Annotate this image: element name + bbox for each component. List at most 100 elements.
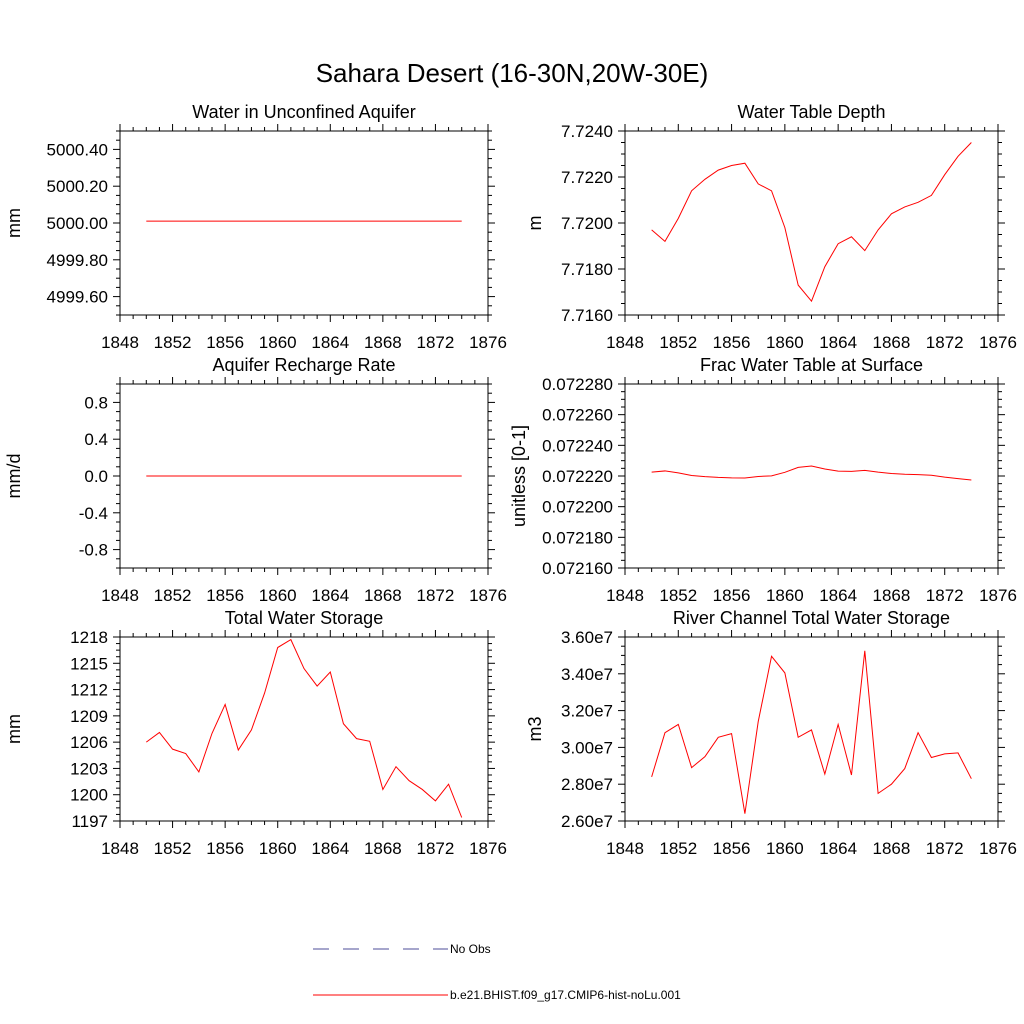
x-tick-label: 1872 (926, 586, 964, 605)
y-tick-label: 7.7200 (561, 214, 613, 233)
panel-title: Total Water Storage (225, 608, 383, 628)
y-tick-label: 1212 (70, 681, 108, 700)
y-axis-label: mm (4, 714, 24, 744)
y-tick-label: 1200 (70, 786, 108, 805)
x-tick-label: 1852 (659, 586, 697, 605)
x-tick-label: 1852 (154, 586, 192, 605)
x-tick-label: 1864 (311, 586, 349, 605)
y-tick-label: 3.60e7 (561, 628, 613, 647)
y-tick-label: 7.7220 (561, 168, 613, 187)
panel-5: Total Water Storage 1848 1852 1856 1860 1864 1… (4, 608, 507, 858)
x-tick-label: 1876 (469, 333, 507, 352)
x-tick-label: 1868 (364, 839, 402, 858)
x-tick-label: 1848 (606, 333, 644, 352)
plot-frame (119, 636, 489, 822)
y-axis-label: unitless [0-1] (509, 425, 529, 527)
x-tick-label: 1872 (417, 586, 455, 605)
panel-4: Frac Water Table at Surface 1848 1852 1856 1… (509, 355, 1017, 605)
x-tick-label: 1852 (659, 333, 697, 352)
x-tick-label: 1868 (364, 333, 402, 352)
y-tick-label: 0.0 (84, 467, 108, 486)
y-tick-label: 5000.20 (47, 177, 108, 196)
panel-title: Aquifer Recharge Rate (212, 355, 395, 375)
series-line (651, 142, 972, 303)
x-tick-label: 1852 (659, 839, 697, 858)
y-tick-label: 3.00e7 (561, 738, 613, 757)
y-tick-label: 1203 (70, 759, 108, 778)
plot-frame (624, 636, 999, 822)
x-tick-label: 1856 (713, 333, 751, 352)
x-tick-label: 1860 (259, 586, 297, 605)
x-tick-label: 1876 (979, 586, 1017, 605)
x-tick-label: 1868 (364, 586, 402, 605)
x-tick-label: 1872 (926, 333, 964, 352)
x-tick-label: 1856 (206, 333, 244, 352)
y-axis-label: m3 (525, 716, 545, 741)
y-tick-label: 5000.00 (47, 214, 108, 233)
y-tick-label: 0.4 (84, 430, 108, 449)
x-tick-label: 1864 (819, 586, 857, 605)
series-line (145, 638, 463, 818)
x-tick-label: 1860 (766, 839, 804, 858)
x-tick-label: 1848 (101, 839, 139, 858)
x-tick-label: 1868 (873, 333, 911, 352)
x-tick-label: 1868 (873, 839, 911, 858)
y-tick-label: 1206 (70, 733, 108, 752)
x-tick-label: 1848 (606, 839, 644, 858)
x-tick-label: 1864 (311, 333, 349, 352)
x-tick-label: 1872 (417, 839, 455, 858)
plot-frame (624, 130, 999, 316)
x-tick-label: 1848 (101, 586, 139, 605)
x-tick-label: 1876 (469, 586, 507, 605)
y-tick-label: 0.072260 (542, 406, 613, 425)
x-tick-label: 1852 (154, 333, 192, 352)
x-tick-label: 1848 (101, 333, 139, 352)
figure-title: Sahara Desert (16-30N,20W-30E) (316, 58, 709, 88)
x-tick-label: 1872 (926, 839, 964, 858)
series-line (651, 465, 972, 481)
y-tick-label: 3.40e7 (561, 665, 613, 684)
panel-2: Water Table Depth 1848 1852 1856 1860 1864 186… (525, 102, 1017, 352)
x-tick-label: 1860 (259, 333, 297, 352)
y-tick-label: 1218 (70, 628, 108, 647)
x-tick-label: 1856 (713, 586, 751, 605)
x-tick-label: 1876 (979, 333, 1017, 352)
y-axis-label: mm/d (4, 454, 24, 499)
x-tick-label: 1864 (819, 839, 857, 858)
y-tick-label: 0.072160 (542, 559, 613, 578)
x-tick-label: 1856 (713, 839, 751, 858)
y-tick-label: 3.20e7 (561, 702, 613, 721)
y-tick-label: 0.072220 (542, 467, 613, 486)
x-tick-label: 1868 (873, 586, 911, 605)
y-axis-label: mm (4, 208, 24, 238)
y-tick-label: 2.80e7 (561, 775, 613, 794)
y-tick-label: 1209 (70, 707, 108, 726)
panel-3: Aquifer Recharge Rate 1848 1852 1856 1860 186… (4, 355, 507, 605)
y-tick-label: 0.072180 (542, 528, 613, 547)
panels: Water in Unconfined Aquifer 1848 1852 1856 1… (4, 102, 1017, 858)
y-tick-label: 7.7240 (561, 122, 613, 141)
panel-title: Water in Unconfined Aquifer (192, 102, 415, 122)
x-tick-label: 1852 (154, 839, 192, 858)
x-tick-label: 1860 (259, 839, 297, 858)
y-axis-label: m (525, 216, 545, 231)
y-tick-label: 0.072280 (542, 375, 613, 394)
x-tick-label: 1856 (206, 839, 244, 858)
y-tick-label: 0.072240 (542, 436, 613, 455)
x-tick-label: 1876 (979, 839, 1017, 858)
y-tick-label: 0.072200 (542, 498, 613, 517)
series-line (651, 650, 972, 814)
x-tick-label: 1860 (766, 586, 804, 605)
y-tick-label: 5000.40 (47, 140, 108, 159)
x-tick-label: 1848 (606, 586, 644, 605)
x-tick-label: 1864 (819, 333, 857, 352)
y-tick-label: -0.8 (79, 541, 108, 560)
plot-frame (624, 383, 999, 569)
panel-title: River Channel Total Water Storage (673, 608, 950, 628)
legend-label: b.e21.BHIST.f09_g17.CMIP6-hist-noLu.001 (450, 988, 681, 1002)
legend-label: No Obs (450, 942, 491, 956)
plot-frame (119, 130, 489, 316)
y-tick-label: -0.4 (79, 504, 108, 523)
y-tick-label: 1215 (70, 654, 108, 673)
y-tick-label: 1197 (71, 812, 108, 831)
